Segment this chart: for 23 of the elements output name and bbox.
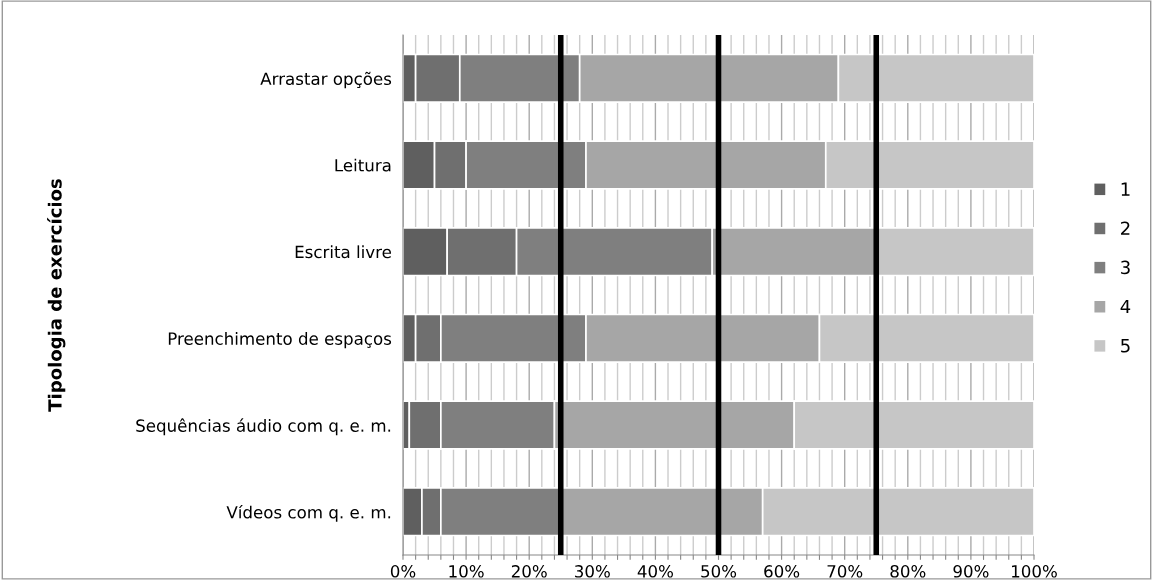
x-tick-label: 90% [953, 565, 989, 578]
y-axis-title: Tipologia de exercícios [47, 179, 66, 412]
x-tick-label: 100% [1012, 565, 1057, 578]
x-tick-label: 40% [637, 565, 673, 578]
legend-label: 2 [1121, 221, 1130, 235]
y-tick-label: Vídeos com q. e. m. [226, 505, 391, 522]
x-tick-label: 0% [390, 565, 416, 578]
x-tick-label: 30% [575, 565, 610, 578]
y-tick-label: Escrita livre [295, 245, 391, 259]
x-tick-label: 10% [449, 565, 484, 578]
x-tick-label: 80% [890, 565, 926, 578]
x-tick-label: 50% [701, 565, 737, 578]
x-tick-label: 20% [511, 565, 547, 578]
y-tick-label: Sequências áudio com q. e. m. [136, 418, 391, 436]
x-tick-label: 70% [827, 565, 863, 578]
x-tick-label: 60% [764, 565, 800, 578]
y-tick-label: Preenchimento de espaços [168, 332, 392, 349]
y-tick-label: Arrastar opções [260, 71, 392, 89]
legend-label: 5 [1121, 339, 1130, 353]
legend-label: 3 [1121, 260, 1130, 275]
y-tick-label: Leitura [335, 158, 391, 172]
legend-label: 1 [1121, 182, 1130, 196]
legend-label: 4 [1120, 299, 1131, 314]
